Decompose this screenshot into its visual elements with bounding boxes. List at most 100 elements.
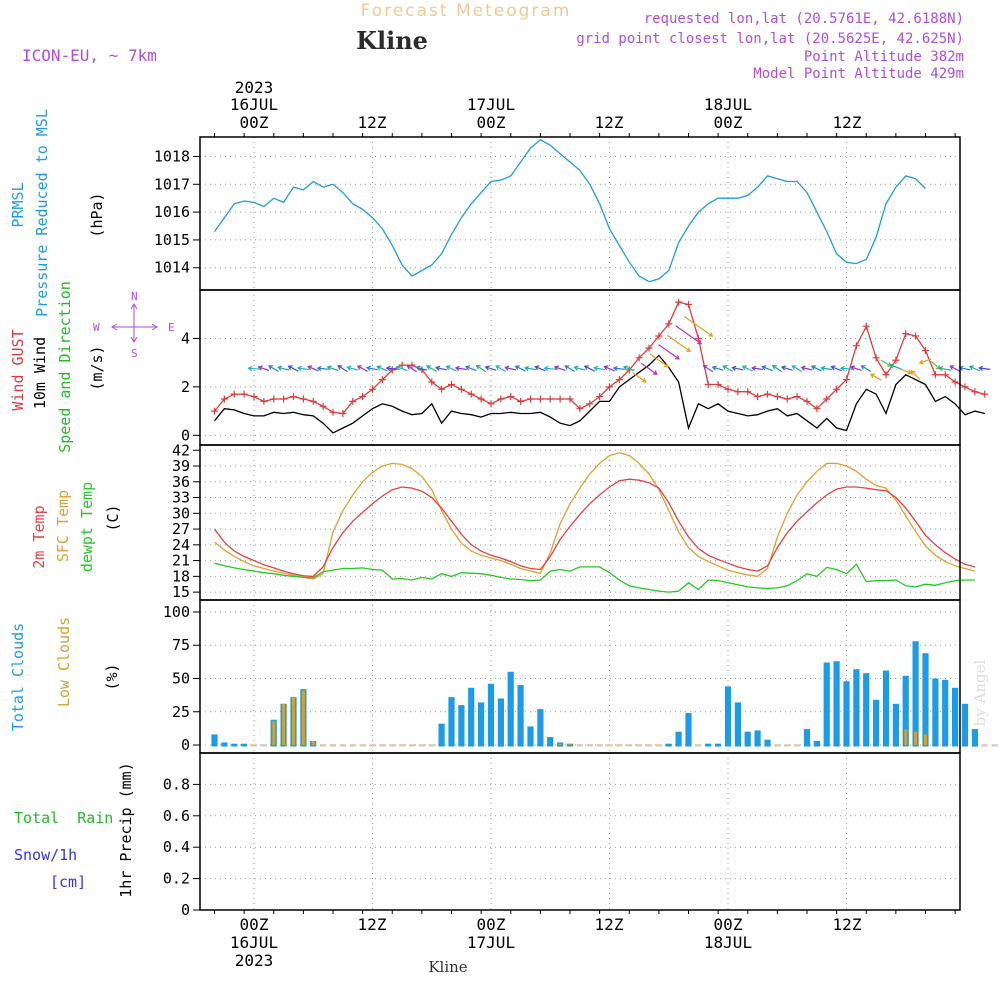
- gust-marker: [270, 395, 278, 403]
- y-tick-label: 75: [172, 636, 190, 654]
- requested-coords: requested lon,lat (20.5761E, 42.6188N): [644, 11, 964, 27]
- wind-direction-arrow: [277, 365, 290, 371]
- gust-marker: [240, 390, 248, 398]
- sfc-temp-label: SFC Temp: [54, 490, 72, 562]
- gust-marker: [487, 400, 495, 408]
- wind-line: [213, 354, 985, 434]
- gust-marker: [299, 395, 307, 403]
- gust-marker: [754, 393, 762, 401]
- wind-direction-arrow: [495, 365, 506, 373]
- wind-direction-arrow: [366, 365, 379, 371]
- low-cloud-bar: [568, 743, 572, 745]
- t2m-line: [213, 478, 976, 578]
- compass-e: E: [168, 321, 175, 334]
- gust-marker: [408, 361, 416, 369]
- wind-direction-arrow: [761, 365, 773, 372]
- gust-marker: [586, 400, 594, 408]
- wind-direction-arrow: [287, 365, 299, 372]
- low-cloud-bar: [272, 721, 276, 745]
- snow-label: Snow/1h: [14, 846, 77, 864]
- total-cloud-bar: [833, 661, 840, 747]
- prmsl-desc-label: Pressure Reduced to MSL: [33, 109, 51, 317]
- wind-direction-arrow: [949, 365, 961, 372]
- wind-direction-arrow: [534, 365, 546, 372]
- low-cloud-bar: [292, 697, 295, 745]
- precip-panel: 0 0.2 0.4 0.6 0.8: [163, 775, 200, 919]
- total-cloud-bar: [734, 702, 741, 747]
- gust-marker: [714, 380, 722, 388]
- total-cloud-bar: [961, 703, 969, 747]
- gust-marker: [220, 395, 228, 403]
- gust-marker: [675, 298, 683, 306]
- total-cloud-bar: [428, 744, 435, 747]
- y-tick-label: 0.8: [163, 775, 190, 793]
- wind-direction-arrow: [484, 365, 497, 371]
- wind-direction-arrow: [219, 367, 230, 371]
- gust-marker: [477, 395, 485, 403]
- total-cloud-bar: [774, 744, 781, 747]
- total-cloud-bar: [221, 742, 228, 747]
- y-tick-label: 1014: [154, 259, 190, 277]
- gust-marker: [931, 371, 939, 379]
- wind-direction-arrow: [454, 365, 467, 371]
- total-cloud-bar: [547, 737, 554, 747]
- rain-label: Total Rain: [14, 809, 113, 827]
- gust-marker: [615, 376, 623, 384]
- gust-marker: [349, 397, 357, 405]
- total-cloud-bar: [399, 744, 406, 747]
- compass-rose: N W E S: [93, 290, 175, 360]
- total-cloud-bar: [487, 683, 495, 747]
- gust-marker: [655, 332, 663, 340]
- point-altitude: Point Altitude 382m: [804, 49, 964, 65]
- gridpoint-coords: grid point closest lon,lat (20.5625E, 42…: [576, 31, 964, 47]
- total-cloud-bar: [971, 729, 978, 747]
- bottom-tick-3: 00Z: [477, 915, 506, 934]
- wind-direction-arrow: [346, 365, 359, 371]
- total-cloud-bar: [418, 744, 425, 747]
- wind-direction-arrow: [771, 364, 783, 373]
- gust-marker: [823, 395, 831, 403]
- wind-direction-arrow: [406, 365, 417, 373]
- y-tick-label: 18: [172, 567, 190, 585]
- total-cloud-bar: [211, 734, 218, 747]
- gust-marker: [852, 342, 860, 350]
- total-cloud-bar: [942, 679, 949, 747]
- y-tick-label: 27: [172, 520, 190, 538]
- wind-direction-arrow: [564, 365, 576, 373]
- wind-direction-arrow: [239, 367, 250, 371]
- wind-direction-arrow: [523, 365, 536, 371]
- total-cloud-bar: [803, 729, 811, 747]
- total-cloud-bar: [576, 744, 583, 747]
- gust-marker: [872, 354, 880, 362]
- top-date-2: 17JUL: [467, 95, 515, 114]
- wind-direction-arrow: [316, 365, 329, 372]
- gust-marker: [378, 376, 386, 384]
- wind-direction-arrow: [514, 365, 526, 372]
- total-cloud-bar: [932, 678, 939, 747]
- gust-marker: [635, 354, 643, 362]
- wind-direction-arrow: [229, 367, 239, 372]
- gust-marker: [536, 395, 544, 403]
- total-cloud-bar: [320, 744, 327, 747]
- top-tick-5: 00Z: [714, 113, 743, 132]
- wind-direction-arrow: [209, 367, 220, 371]
- wind-direction-arrow: [830, 365, 842, 372]
- total-cloud-bar: [784, 744, 791, 747]
- wind-direction-arrow: [593, 365, 606, 371]
- gust-marker: [467, 390, 475, 398]
- wind-direction-arrow: [899, 368, 913, 375]
- prmsl-line: [213, 139, 926, 283]
- wind-direction-arrow: [791, 365, 803, 373]
- gust-marker: [606, 383, 613, 391]
- y-tick-label: 0: [181, 901, 190, 919]
- wind-direction-arrow: [603, 365, 615, 372]
- gust-marker: [704, 380, 712, 388]
- temp-units: (C): [104, 504, 122, 531]
- total-cloud-bar: [715, 743, 722, 747]
- total-cloud-bar: [764, 739, 771, 747]
- total-cloud-bar: [981, 744, 988, 747]
- gust-marker: [359, 393, 367, 401]
- gust-marker: [803, 397, 811, 405]
- total-cloud-bar: [250, 744, 258, 747]
